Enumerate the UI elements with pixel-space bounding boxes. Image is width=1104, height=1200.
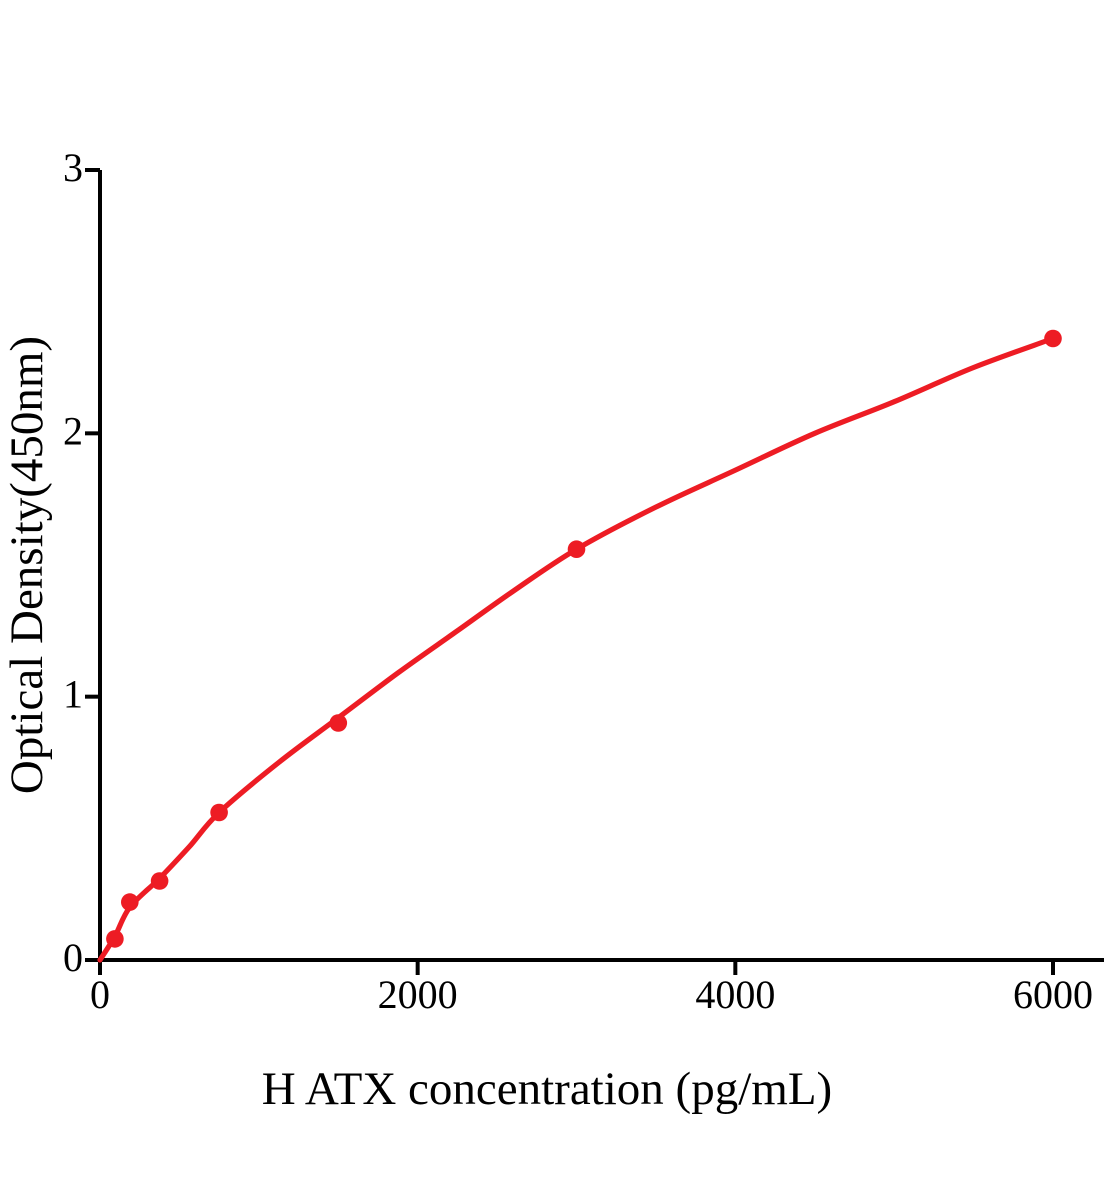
- y-tick-label: 1: [63, 672, 83, 717]
- x-tick-label: 2000: [378, 972, 458, 1017]
- x-tick-label: 0: [90, 972, 110, 1017]
- fitted-curve: [97, 335, 1056, 963]
- x-tick-label: 4000: [695, 972, 775, 1017]
- y-tick-label: 2: [63, 408, 83, 453]
- x-axis-title: H ATX concentration (pg/mL): [262, 1063, 832, 1115]
- y-tick-label: 3: [63, 145, 83, 190]
- data-point-marker: [329, 714, 348, 732]
- data-point-marker: [567, 540, 586, 558]
- y-axis-title: Optical Density(450nm): [1, 336, 53, 794]
- data-point-marker: [1044, 329, 1062, 348]
- x-tick-label: 6000: [1013, 972, 1093, 1017]
- data-point-marker: [121, 893, 139, 911]
- y-tick-label: 0: [63, 935, 83, 980]
- data-point-marker: [210, 803, 228, 822]
- data-point-marker: [106, 930, 124, 948]
- data-point-marker: [150, 872, 169, 890]
